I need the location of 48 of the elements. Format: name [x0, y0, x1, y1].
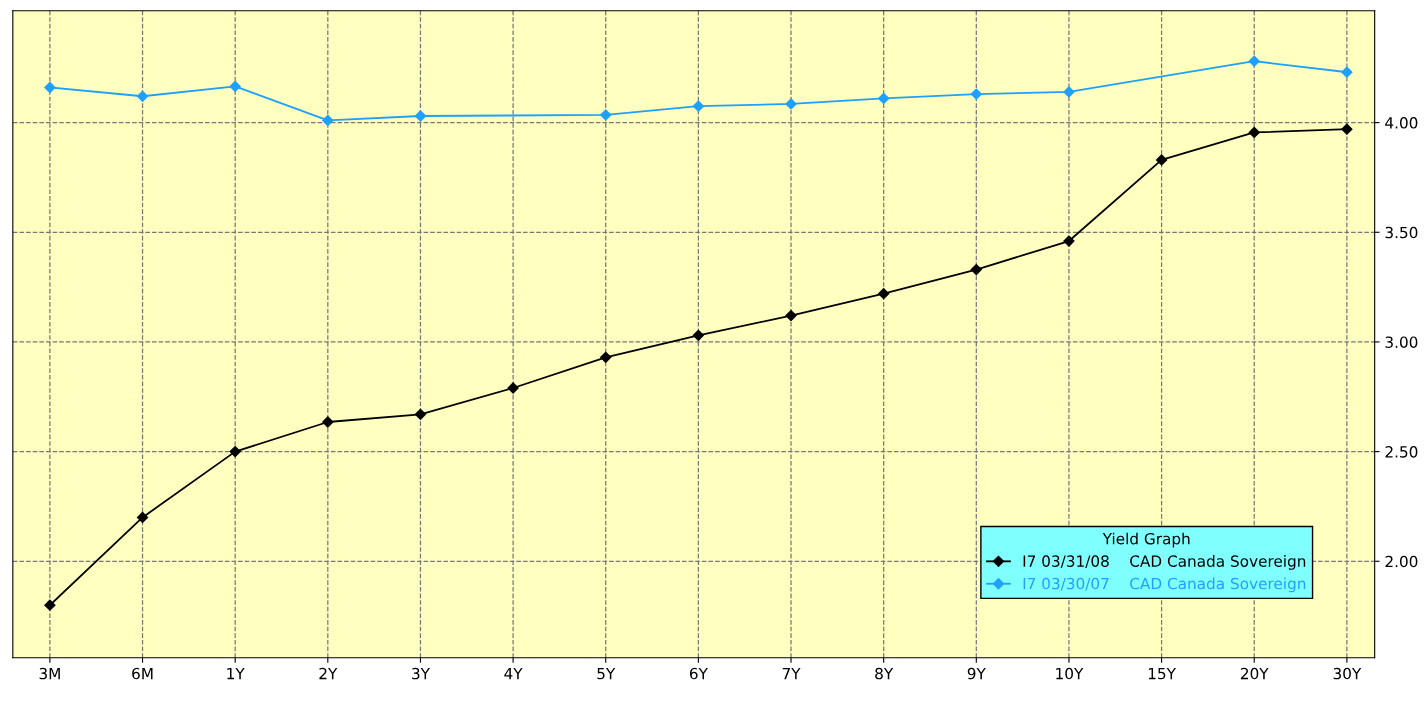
x-tick-label: 30Y [1333, 667, 1362, 680]
point [136, 90, 149, 102]
x-tick-label: 6M [132, 667, 153, 680]
x-tick-label: 1Y [227, 667, 245, 680]
point [1248, 126, 1260, 139]
x-tick-label: 10Y [1056, 667, 1084, 680]
point [600, 351, 612, 363]
x-tick-label: 20Y [1240, 667, 1269, 680]
point [1063, 86, 1075, 98]
point [44, 599, 56, 611]
point [414, 408, 427, 420]
point [1155, 154, 1168, 166]
legend-label: I7 03/30/07 CAD Canada Sovereign [1023, 577, 1306, 593]
point [878, 92, 890, 105]
point [229, 80, 241, 93]
y-tick-label: 2.50 [1385, 446, 1418, 458]
x-tick-label: 8Y [875, 667, 894, 680]
x-tick-label: 5Y [597, 667, 616, 680]
point [970, 88, 982, 100]
point [414, 110, 427, 122]
y-tick-label: 3.00 [1385, 336, 1418, 348]
y-tick-label: 4.00 [1385, 117, 1418, 129]
x-tick-label: 2Y [319, 667, 338, 680]
point [322, 416, 334, 428]
x-tick-label: 15Y [1148, 667, 1177, 680]
point [785, 310, 797, 322]
legend-title: Yield Graph [1102, 532, 1190, 548]
point [1341, 123, 1353, 135]
point [322, 114, 334, 127]
point [878, 288, 890, 300]
x-tick-label: 7Y [782, 667, 801, 680]
x-tick-label: 4Y [504, 667, 523, 680]
x-tick-label: 9Y [967, 667, 986, 680]
point [692, 100, 704, 112]
legend-label: I7 03/31/08 CAD Canada Sovereign [1023, 555, 1306, 570]
x-tick-label: 6Y [689, 667, 708, 680]
x-tick-label: 3Y [412, 667, 431, 680]
x-tick-label: 3M [39, 667, 60, 680]
point [600, 109, 612, 121]
y-tick-label: 3.50 [1385, 226, 1418, 239]
point [1248, 55, 1260, 67]
point [692, 329, 704, 341]
point [970, 263, 982, 276]
point [1341, 66, 1353, 78]
y-tick-label: 2.00 [1385, 555, 1418, 568]
point [44, 81, 56, 94]
point [136, 511, 149, 524]
point [229, 446, 241, 458]
